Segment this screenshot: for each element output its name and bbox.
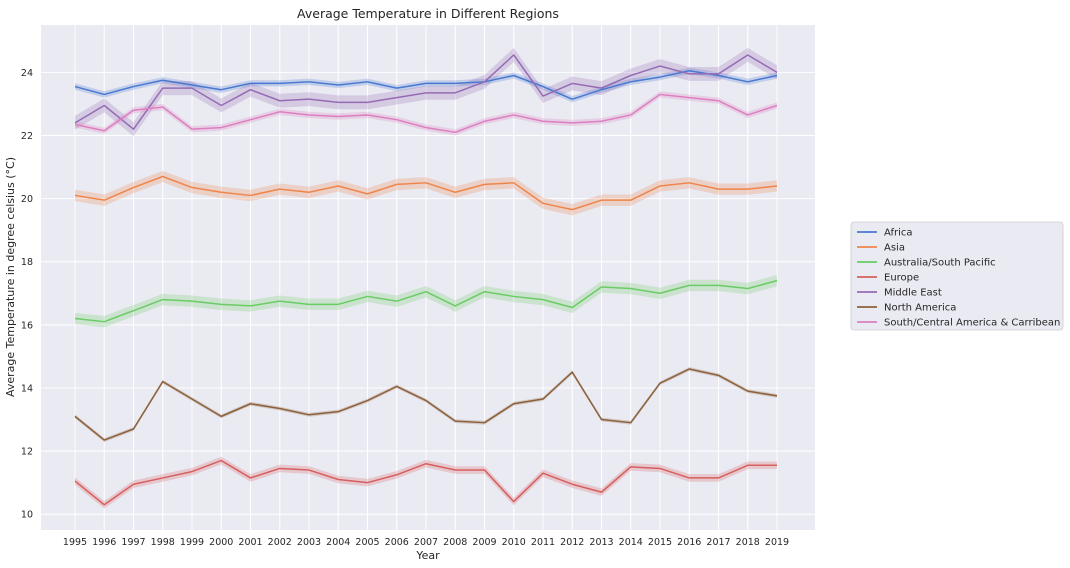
y-tick-label: 18 — [21, 257, 33, 268]
x-tick-label: 2015 — [648, 537, 672, 548]
x-tick-label: 2006 — [385, 537, 409, 548]
y-tick-label: 12 — [21, 447, 33, 458]
series-confidence-band — [75, 91, 777, 136]
y-tick-label: 16 — [21, 320, 33, 331]
series-line — [74, 70, 778, 100]
x-tick-label: 2002 — [268, 537, 292, 548]
series-confidence-band — [75, 170, 777, 216]
plot-background — [41, 25, 815, 530]
x-tick-label: 2014 — [619, 537, 643, 548]
tick-labels: 1995 1996 1997 1998 1999 2000 2001 2002 2003 2004… — [21, 68, 789, 548]
legend-label: Middle East — [884, 288, 942, 299]
series-lines — [74, 54, 778, 506]
x-tick-label: 1998 — [151, 537, 175, 548]
series-line — [74, 54, 778, 130]
y-tick-label: 22 — [21, 131, 33, 142]
legend-box — [850, 221, 1064, 331]
x-tick-label: 1995 — [63, 537, 87, 548]
legend-label: South/Central America & Carribean — [884, 318, 1060, 329]
x-tick-label: 1997 — [121, 537, 145, 548]
legend: Africa Asia Australia/South Pacific Europe M… — [850, 221, 1064, 331]
x-tick-label: 2001 — [238, 537, 262, 548]
x-tick-label: 2009 — [472, 537, 496, 548]
x-tick-label: 2005 — [355, 537, 379, 548]
y-tick-label: 20 — [21, 194, 33, 205]
series-line — [74, 459, 777, 506]
x-tick-label: 2012 — [560, 537, 584, 548]
x-tick-label: 2000 — [209, 537, 233, 548]
series-line — [74, 279, 778, 323]
series-line — [74, 93, 778, 134]
series-confidence-band — [75, 48, 777, 137]
x-axis-label: Year — [415, 549, 440, 562]
legend-label: North America — [884, 303, 956, 314]
confidence-bands — [75, 48, 777, 509]
legend-label: Africa — [884, 228, 913, 239]
x-tick-label: 2010 — [502, 537, 526, 548]
chart-title: Average Temperature in Different Regions — [297, 6, 559, 21]
series-confidence-band — [75, 456, 777, 509]
x-tick-label: 1999 — [180, 537, 204, 548]
y-tick-label: 14 — [21, 383, 33, 394]
grid-lines — [41, 25, 815, 530]
y-tick-label: 24 — [21, 68, 33, 79]
legend-label: Asia — [884, 243, 905, 254]
x-tick-label: 2003 — [297, 537, 321, 548]
x-tick-label: 2019 — [765, 537, 789, 548]
x-tick-label: 2007 — [414, 537, 438, 548]
x-tick-label: 1996 — [92, 537, 116, 548]
x-tick-label: 2017 — [706, 537, 730, 548]
x-tick-label: 2016 — [677, 537, 701, 548]
series-confidence-band — [75, 67, 777, 103]
y-tick-label: 10 — [21, 510, 33, 521]
legend-label: Europe — [884, 273, 919, 284]
x-tick-label: 2004 — [326, 537, 350, 548]
series-line — [74, 175, 778, 211]
series-confidence-band — [75, 367, 777, 442]
x-tick-label: 2008 — [443, 537, 467, 548]
series-line — [74, 368, 778, 441]
series-confidence-band — [75, 274, 777, 328]
y-axis-label: Average Temperature in degree celsius (°… — [4, 157, 17, 397]
x-tick-label: 2013 — [589, 537, 613, 548]
x-tick-label: 2018 — [736, 537, 760, 548]
x-tick-label: 2011 — [531, 537, 555, 548]
legend-label: Australia/South Pacific — [884, 258, 996, 269]
